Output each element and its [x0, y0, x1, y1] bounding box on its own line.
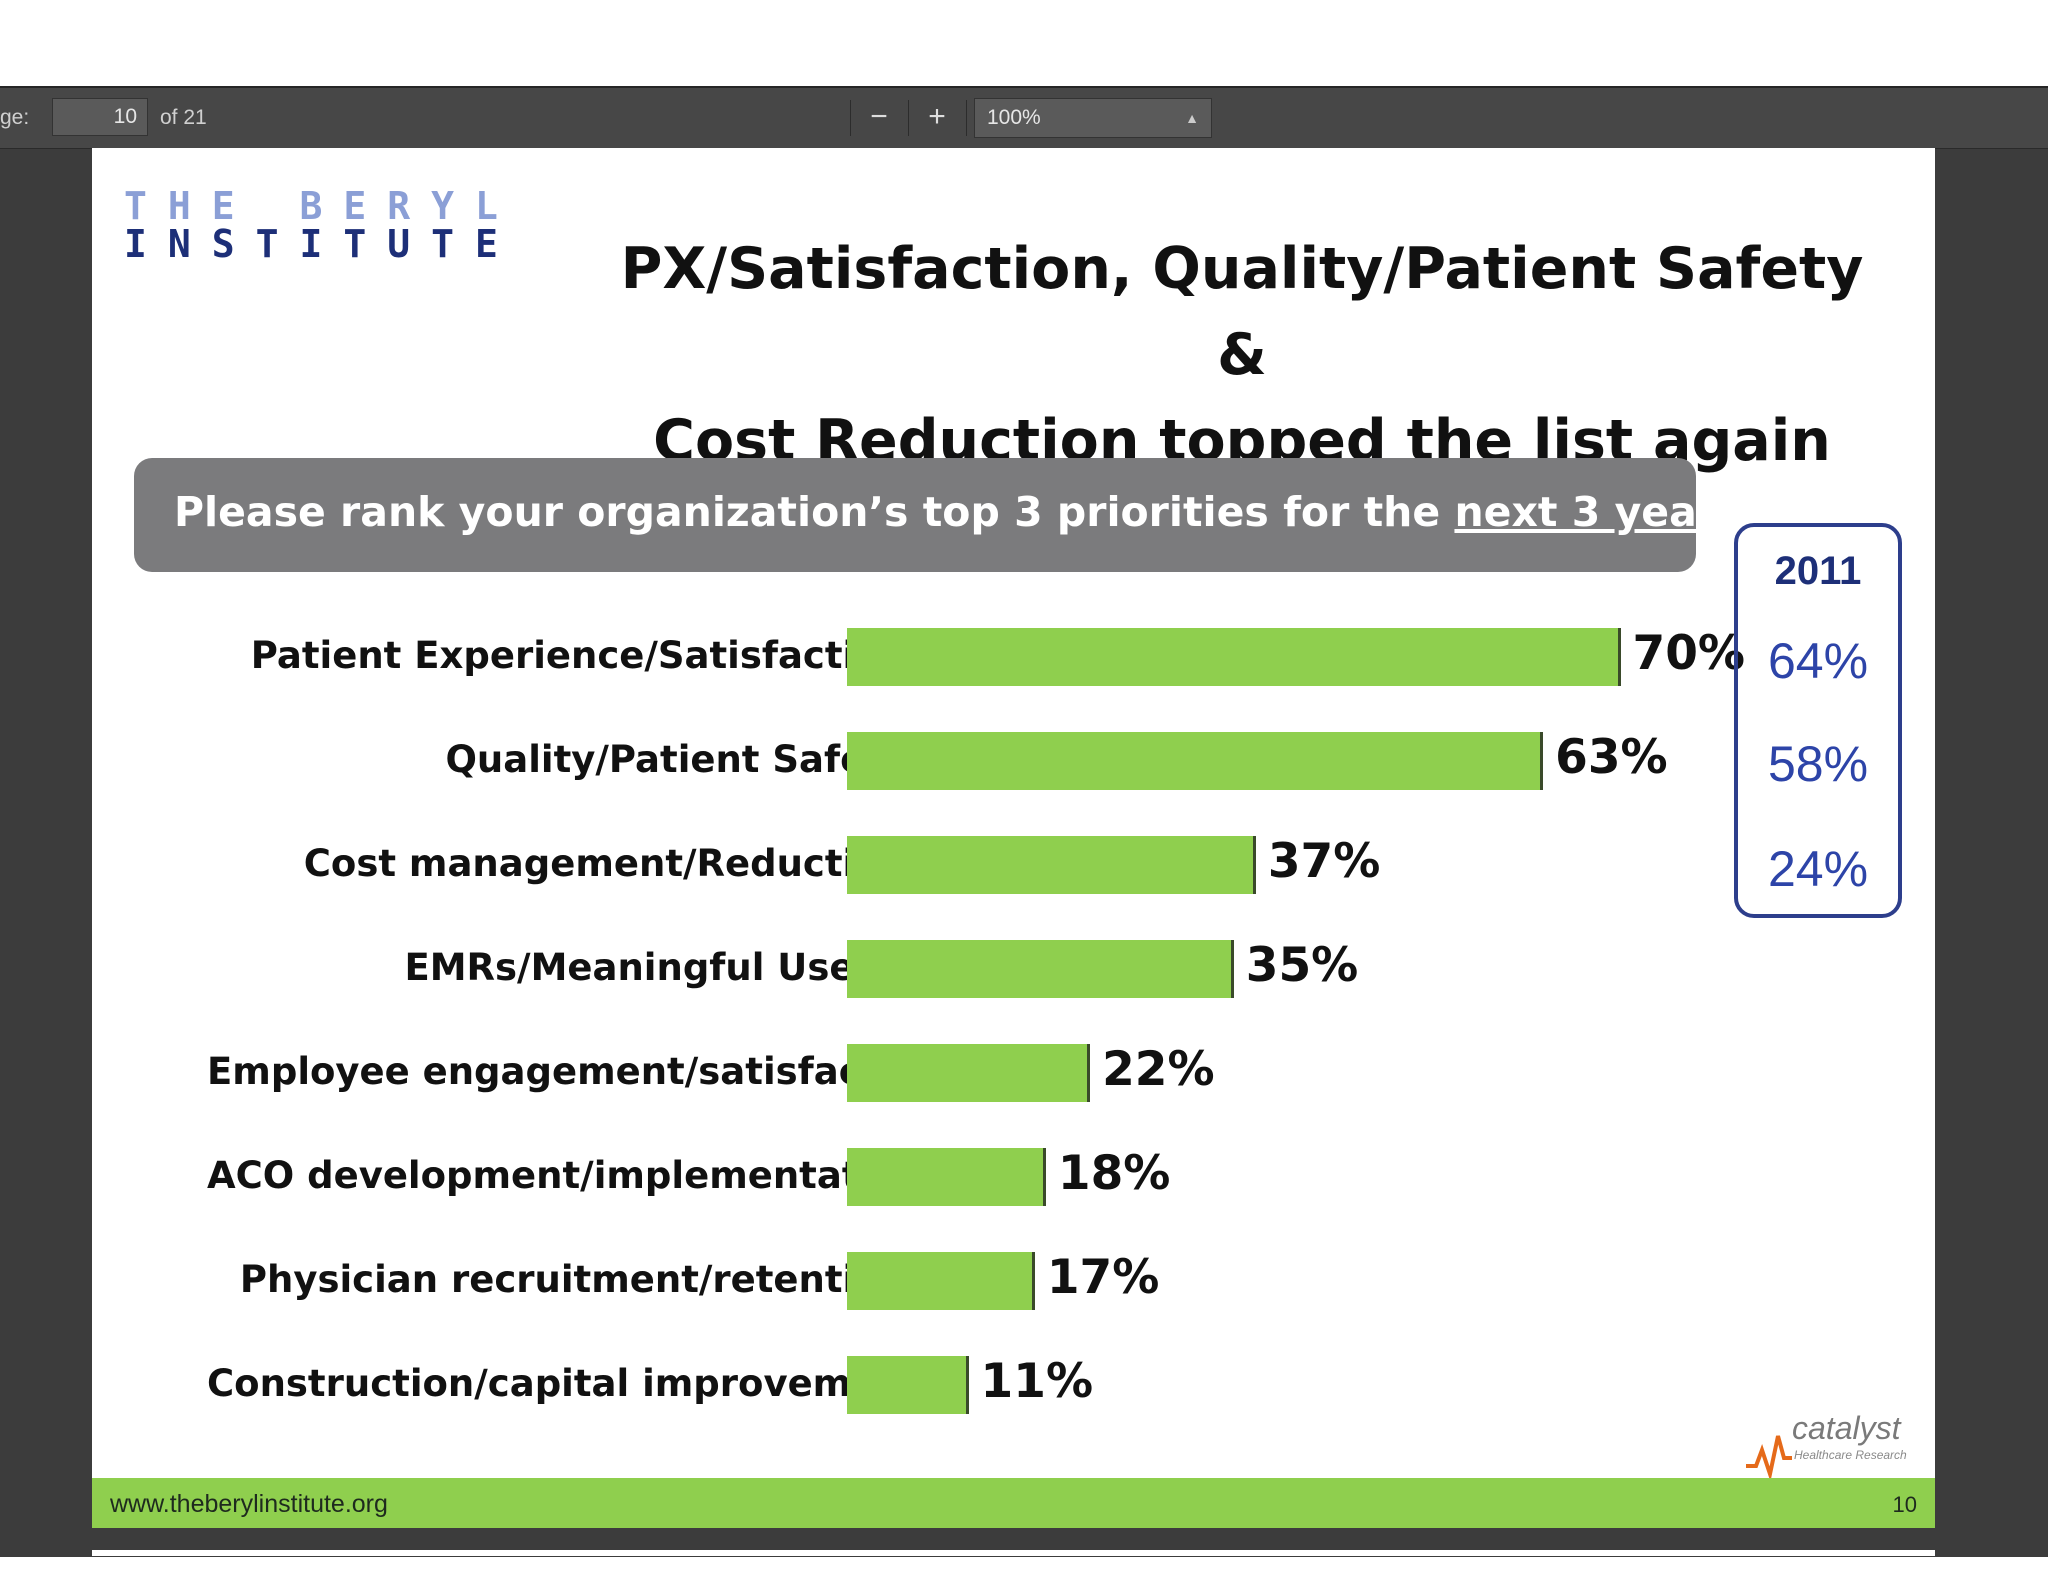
slide-footer: www.theberylinstitute.org 10	[92, 1478, 1935, 1528]
toolbar-divider	[966, 100, 967, 136]
bar-value-label: 70%	[1632, 626, 1746, 681]
logo-line-1: THE BERYL	[124, 184, 519, 228]
zoom-value: 100%	[987, 106, 1041, 129]
bar-value-label: 11%	[980, 1354, 1094, 1409]
bar-value-label: 18%	[1057, 1146, 1171, 1201]
page-count: of 21	[160, 106, 207, 129]
bar	[847, 1356, 969, 1414]
slide-title: PX/Satisfaction, Quality/Patient Safety …	[612, 226, 1872, 484]
bar-value-label: 37%	[1267, 834, 1381, 889]
bar	[847, 940, 1234, 998]
beryl-institute-logo: THE BERYL INSTITUTE	[124, 184, 519, 266]
category-label: ACO development/implementation	[207, 1154, 924, 1197]
category-label: EMRs/Meaningful Use/IT	[404, 946, 907, 989]
bar-value-label: 17%	[1046, 1250, 1160, 1305]
catalyst-subtitle: Healthcare Research	[1794, 1448, 1907, 1462]
page-label: ge:	[0, 106, 30, 129]
bar-value-label: 35%	[1245, 938, 1359, 993]
catalyst-name: catalyst	[1792, 1410, 1901, 1446]
category-label: Quality/Patient Safety	[445, 738, 907, 781]
bar	[847, 1252, 1035, 1310]
catalyst-pulse-icon	[1746, 1435, 1792, 1482]
toolbar-divider	[908, 100, 909, 136]
category-label: Construction/capital improvements	[207, 1362, 943, 1405]
slide-page: THE BERYL INSTITUTE PX/Satisfaction, Qua…	[92, 148, 1935, 1528]
bar	[847, 628, 1621, 686]
comparison-2011-title: 2011	[1774, 549, 1862, 593]
toolbar-divider	[850, 100, 851, 136]
footer-page-number: 10	[1892, 1492, 1917, 1517]
page-number-input[interactable]	[52, 98, 148, 136]
footer-url: www.theberylinstitute.org	[110, 1490, 388, 1518]
zoom-in-button[interactable]: +	[928, 100, 946, 133]
comparison-2011-value: 64%	[1767, 633, 1869, 689]
question-prefix: Please rank your organization’s top 3 pr…	[174, 488, 1455, 536]
category-label: Employee engagement/satisfaction	[207, 1050, 943, 1093]
category-label: Physician recruitment/retention	[239, 1258, 907, 1301]
bar-value-label: 22%	[1102, 1042, 1215, 1097]
comparison-2011-value: 58%	[1767, 736, 1869, 792]
zoom-out-button[interactable]: −	[870, 100, 888, 133]
logo-line-2: INSTITUTE	[124, 222, 519, 266]
question-text: Please rank your organization’s top 3 pr…	[174, 488, 1757, 536]
bar	[847, 836, 1256, 894]
catalyst-logo: catalyst Healthcare Research	[1744, 1408, 1924, 1482]
category-label: Cost management/Reduction	[303, 842, 907, 885]
zoom-select[interactable]: 100% ▲▼	[974, 98, 1212, 164]
category-label: Patient Experience/Satisfaction	[250, 634, 907, 677]
question-banner: Please rank your organization’s top 3 pr…	[134, 458, 1757, 572]
pdf-toolbar: ge: of 21 − + 100% ▲▼	[0, 86, 2048, 164]
page-edge	[92, 1550, 1935, 1556]
question-underlined: next 3 years	[1454, 488, 1742, 536]
bar	[847, 732, 1544, 790]
title-line-1: PX/Satisfaction, Quality/Patient Safety …	[620, 236, 1864, 388]
bar	[847, 1044, 1091, 1102]
bar	[847, 1148, 1046, 1206]
comparison-2011-box: 2011 64% 58% 24%	[1734, 523, 1902, 918]
bar-value-label: 63%	[1555, 730, 1668, 785]
comparison-2011-value: 24%	[1767, 841, 1869, 897]
